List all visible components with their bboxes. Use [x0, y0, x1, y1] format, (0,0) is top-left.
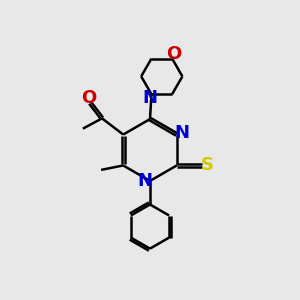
Text: O: O — [166, 45, 181, 63]
Text: N: N — [175, 124, 190, 142]
Text: S: S — [201, 157, 214, 175]
Text: N: N — [137, 172, 152, 190]
Text: O: O — [81, 89, 96, 107]
Text: N: N — [142, 89, 158, 107]
